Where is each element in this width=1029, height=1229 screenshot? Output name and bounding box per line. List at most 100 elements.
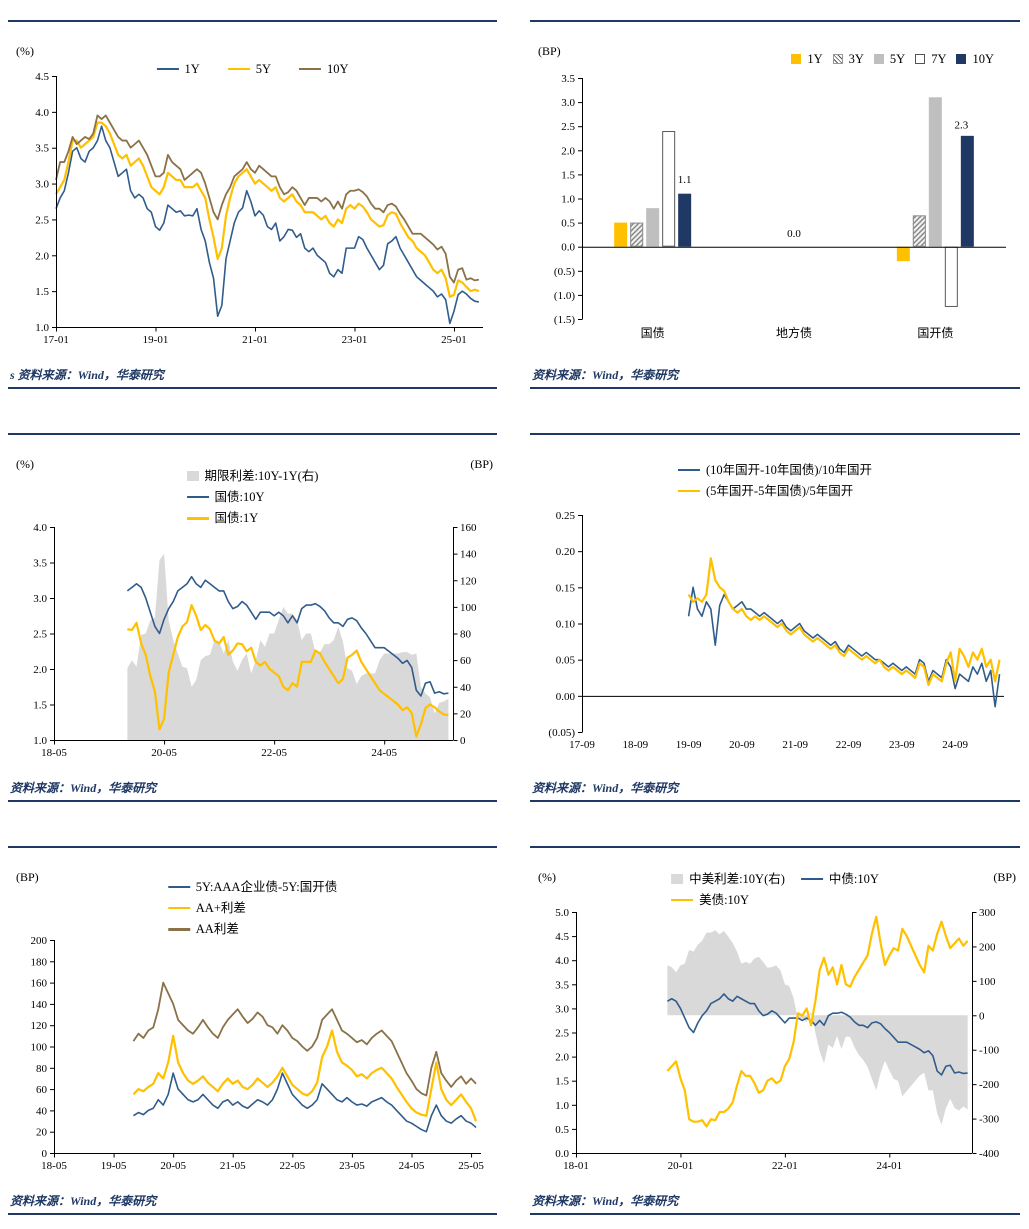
chart-panel-cgb-yields: (%) 1Y 5Y 10Y s 资料来源：Wind，华泰研究 xyxy=(8,20,497,389)
chart-area: (BP) 5Y:AAA企业债-5Y:国开债 AA+利差 AA利差 xyxy=(8,848,497,1185)
legend-item: 10Y xyxy=(299,60,349,78)
legend-item: 1Y xyxy=(791,50,823,68)
line-swatch-icon xyxy=(167,906,190,910)
legend-item: AA+利差 xyxy=(167,899,246,917)
legend-item: 5Y:AAA企业债-5Y:国开债 xyxy=(167,878,338,896)
legend-item: 国债:1Y xyxy=(186,509,259,527)
legend-item: 7Y xyxy=(915,50,946,68)
panel-top-rule xyxy=(530,20,1020,22)
panel-top-rule xyxy=(530,846,1020,848)
chart-area: (%) (BP) 期限利差:10Y-1Y(右) 国债:10Y 国债:1Y xyxy=(8,435,497,772)
legend-label: 中美利差:10Y(右) xyxy=(689,872,785,886)
legend-label: 3Y xyxy=(848,52,864,66)
line-swatch-icon xyxy=(227,67,250,71)
chart-panel-yield-change-bars: (BP) 1Y 3Y 5Y 7Y 10Y 资料来源：Wind，华泰研究 xyxy=(530,20,1020,389)
line-swatch-icon xyxy=(186,517,209,520)
source-note: 资料来源：Wind，华泰研究 xyxy=(532,368,679,382)
chart-legend: 中美利差:10Y(右) 中债:10Y 美债:10Y xyxy=(671,870,879,909)
legend-label: 10Y xyxy=(327,62,349,76)
line-swatch-icon xyxy=(678,489,701,493)
hatch-swatch-icon xyxy=(832,54,843,65)
legend-item: 期限利差:10Y-1Y(右) xyxy=(186,467,319,485)
left-axis-unit-label: (%) xyxy=(538,870,556,884)
panel-bottom-rule xyxy=(8,1213,497,1215)
chart-area: (10年国开-10年国债)/10年国开 (5年国开-5年国债)/5年国开 xyxy=(530,435,1020,772)
line-swatch-icon xyxy=(678,468,701,472)
cdb-cgb-ratio-plot xyxy=(530,435,1020,772)
line-swatch-icon xyxy=(671,898,694,902)
right-axis-unit-label: (BP) xyxy=(470,457,493,471)
left-axis-unit-label: (%) xyxy=(16,44,34,58)
legend-label: 国债:10Y xyxy=(214,490,265,505)
panel-bottom-rule xyxy=(530,1213,1020,1215)
credit-spreads-plot xyxy=(8,848,497,1185)
panel-bottom-rule xyxy=(8,387,497,389)
source-note: s 资料来源：Wind，华泰研究 xyxy=(10,368,164,382)
legend-label: 中债:10Y xyxy=(828,872,879,886)
source-note: 资料来源：Wind，华泰研究 xyxy=(532,1194,679,1208)
line-swatch-icon xyxy=(167,885,190,889)
legend-item: 5Y xyxy=(873,50,906,68)
chart-area: (%) (BP) 中美利差:10Y(右) 中债:10Y 美债:10Y xyxy=(530,848,1020,1185)
yield-change-bars-plot xyxy=(530,22,1020,359)
legend-label: (5年国开-5年国债)/5年国开 xyxy=(706,484,854,499)
chart-legend: (10年国开-10年国债)/10年国开 (5年国开-5年国债)/5年国开 xyxy=(678,461,872,500)
cn-us-spread-plot xyxy=(530,848,1020,1185)
panel-top-rule xyxy=(8,433,497,435)
panel-top-rule xyxy=(8,20,497,22)
chart-legend: 期限利差:10Y-1Y(右) 国债:10Y 国债:1Y xyxy=(186,467,319,527)
panel-bottom-rule xyxy=(530,800,1020,802)
left-axis-unit-label: (BP) xyxy=(16,870,39,884)
line-swatch-icon xyxy=(156,67,179,71)
legend-item: 1Y xyxy=(156,60,200,78)
legend-label: 5Y xyxy=(889,52,906,66)
legend-label: 7Y xyxy=(931,52,947,66)
legend-label: 美债:10Y xyxy=(699,893,750,908)
legend-item: 美债:10Y xyxy=(671,891,785,909)
line-swatch-icon xyxy=(167,928,190,931)
line-swatch-icon xyxy=(299,67,322,71)
cgb-yields-plot xyxy=(8,22,497,359)
legend-item: (10年国开-10年国债)/10年国开 xyxy=(678,461,872,479)
box-swatch-icon xyxy=(873,54,884,65)
source-note: 资料来源：Wind，华泰研究 xyxy=(532,781,679,795)
line-swatch-icon xyxy=(186,495,209,499)
area-swatch-icon xyxy=(186,471,199,482)
panel-top-rule xyxy=(530,433,1020,435)
legend-item: 中债:10Y xyxy=(800,870,879,888)
legend-item: 国债:10Y xyxy=(186,488,265,506)
legend-item: 10Y xyxy=(956,50,994,68)
legend-label: (10年国开-10年国债)/10年国开 xyxy=(706,463,872,477)
legend-item: 5Y xyxy=(227,60,271,78)
legend-label: AA+利差 xyxy=(195,901,246,916)
panel-top-rule xyxy=(8,846,497,848)
chart-panel-credit-spreads: (BP) 5Y:AAA企业债-5Y:国开债 AA+利差 AA利差 资料来源：Wind… xyxy=(8,846,497,1215)
left-axis-unit-label: (BP) xyxy=(538,44,561,58)
legend-item: AA利差 xyxy=(167,920,239,938)
chart-legend: 1Y 3Y 5Y 7Y 10Y xyxy=(791,50,994,68)
legend-label: AA利差 xyxy=(195,922,239,937)
chart-legend: 5Y:AAA企业债-5Y:国开债 AA+利差 AA利差 xyxy=(167,878,338,938)
panel-bottom-rule xyxy=(8,800,497,802)
legend-label: 10Y xyxy=(972,52,994,66)
legend-label: 5Y:AAA企业债-5Y:国开债 xyxy=(195,880,338,894)
legend-label: 1Y xyxy=(184,62,200,76)
legend-label: 国债:1Y xyxy=(214,511,259,526)
chart-panel-term-spread: (%) (BP) 期限利差:10Y-1Y(右) 国债:10Y 国债:1Y 资料来源：… xyxy=(8,433,497,802)
box-swatch-icon xyxy=(791,54,802,65)
legend-label: 1Y xyxy=(807,52,823,66)
legend-item: 中美利差:10Y(右) xyxy=(671,870,785,888)
legend-item: (5年国开-5年国债)/5年国开 xyxy=(678,482,853,500)
outline-swatch-icon xyxy=(915,54,926,65)
chart-legend: 1Y 5Y 10Y xyxy=(156,60,349,78)
source-note: 资料来源：Wind，华泰研究 xyxy=(10,1194,157,1208)
legend-label: 期限利差:10Y-1Y(右) xyxy=(204,469,319,483)
chart-panel-cdb-cgb-ratio: (10年国开-10年国债)/10年国开 (5年国开-5年国债)/5年国开 资料来源… xyxy=(530,433,1020,802)
left-axis-unit-label: (%) xyxy=(16,457,34,471)
source-note: 资料来源：Wind，华泰研究 xyxy=(10,781,157,795)
line-swatch-icon xyxy=(800,877,823,881)
box-swatch-icon xyxy=(956,54,967,65)
panel-bottom-rule xyxy=(530,387,1020,389)
right-axis-unit-label: (BP) xyxy=(993,870,1016,884)
